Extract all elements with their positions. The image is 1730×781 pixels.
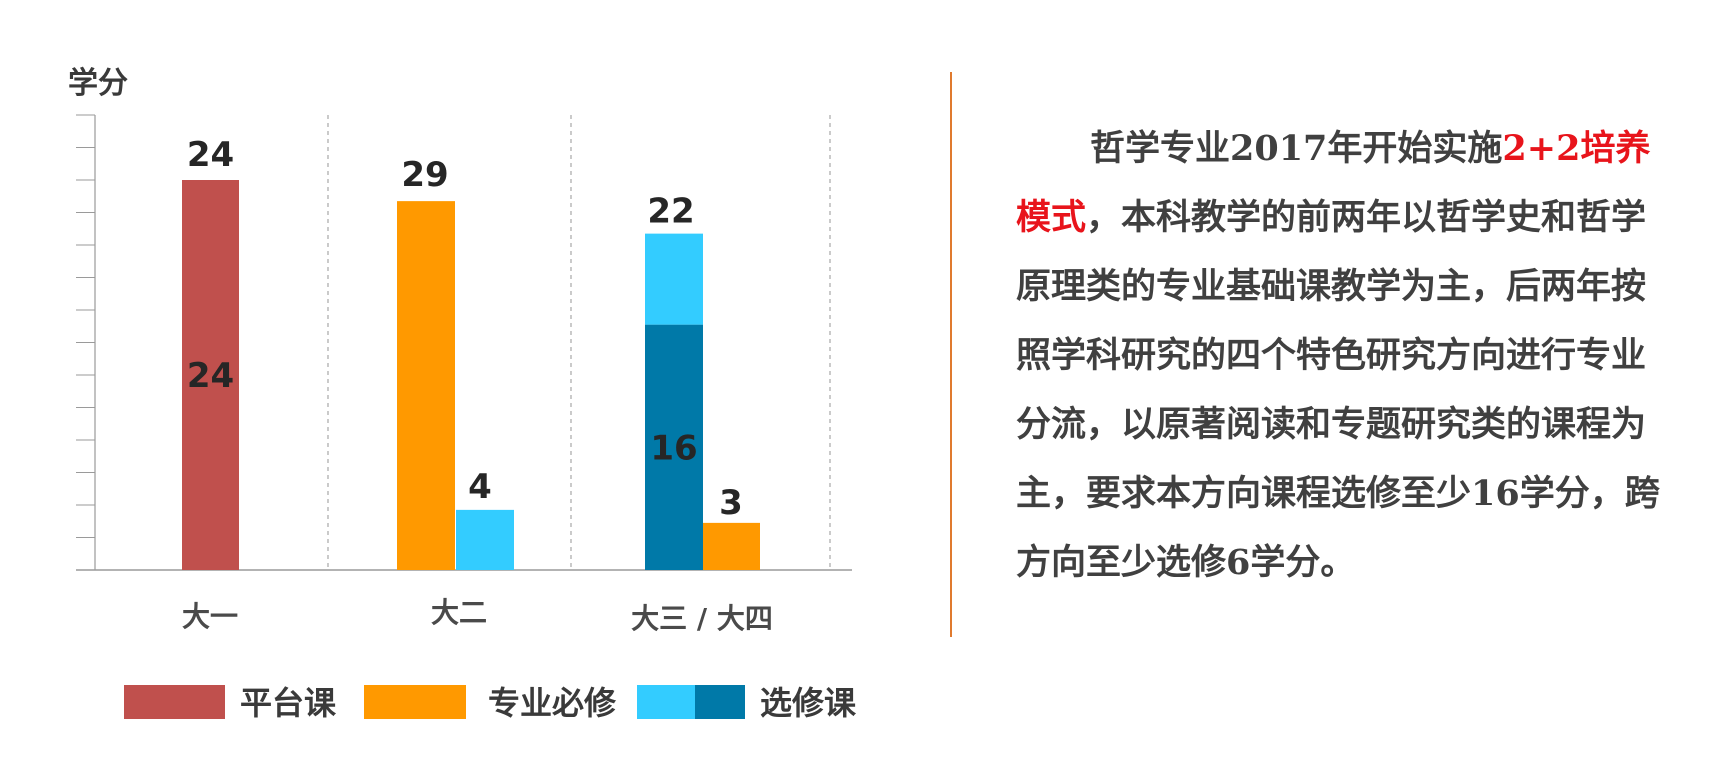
bar-segment (703, 522, 760, 570)
bar-total-label: 3 (719, 483, 743, 523)
legend-label-elective: 选修课 (760, 684, 857, 722)
legend-swatch-required (364, 685, 466, 719)
segment-value-label: 24 (187, 356, 234, 396)
legend-label-platform: 平台课 (240, 684, 337, 722)
bar-segment (645, 324, 703, 570)
bar-total-label: 29 (401, 155, 448, 195)
bar-2: 4 (456, 467, 514, 570)
y-axis-ticks (76, 114, 95, 571)
legend-label-required: 专业必修 (488, 684, 617, 722)
legend-swatch-elective-light (637, 685, 695, 719)
paragraph-body: ，本科教学的前两年以哲学史和哲学原理类的专业基础课教学为主，后两年按照学科研究的… (1016, 197, 1660, 583)
segment-value-label: 16 (650, 428, 697, 468)
bar-segment (456, 509, 514, 570)
bar-1: 29 (397, 155, 455, 570)
bar-segment (397, 201, 455, 570)
category-label-year1: 大一 (182, 600, 238, 633)
category-label-year3-4: 大三 / 大四 (631, 602, 773, 635)
bar-segment (182, 180, 239, 570)
paragraph-highlight: 2+2培养模式 (1016, 128, 1651, 238)
y-axis-label: 学分 (68, 66, 128, 101)
description-paragraph: 哲学专业2017年开始实施2+2培养模式，本科教学的前两年以哲学史和哲学原理类的… (1016, 114, 1676, 597)
category-label-year2: 大二 (431, 596, 487, 629)
bar-total-label: 22 (647, 192, 694, 232)
legend-swatch-platform (124, 685, 225, 719)
bar-total-label: 4 (468, 467, 492, 507)
bar-total-label: 24 (187, 135, 234, 175)
vertical-divider (950, 72, 952, 637)
bar-segment (645, 233, 703, 325)
legend: 平台课 专业必修 选修课 (124, 684, 857, 722)
bar-4: 3 (703, 483, 760, 570)
bar-0: 24 24 (182, 135, 239, 570)
paragraph-intro: 哲学专业2017年开始实施 (1090, 128, 1503, 169)
legend-swatch-elective-dark (695, 685, 745, 719)
